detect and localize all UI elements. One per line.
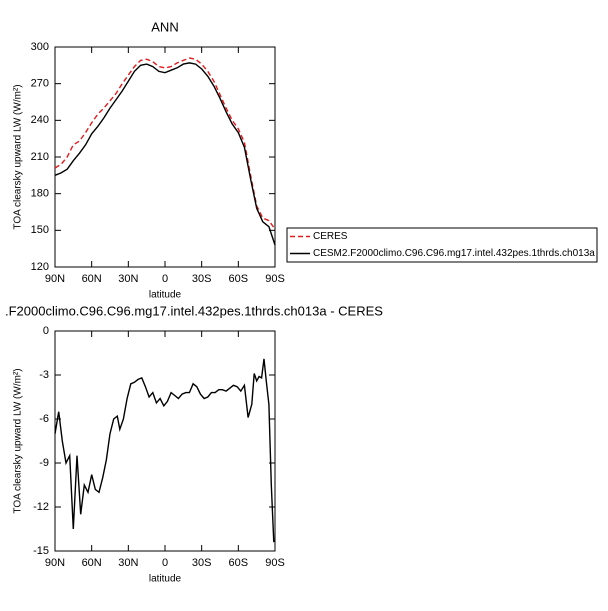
x-tick-label: 90S <box>265 273 285 285</box>
plot-frame <box>54 46 276 268</box>
x-axis-label: latitude <box>149 290 182 301</box>
y-tick-label: 0 <box>43 325 49 337</box>
data-line <box>54 358 275 543</box>
y-axis-label: TOA clearsky upward LW (W/m²) <box>13 84 24 229</box>
y-tick-label: 210 <box>31 151 49 163</box>
legend-label: CERES <box>313 231 348 242</box>
x-tick-label: 30N <box>118 273 138 285</box>
y-tick-label: 180 <box>31 188 49 200</box>
x-tick-label: 90N <box>45 557 65 569</box>
x-tick-label: 90N <box>45 273 65 285</box>
x-tick-label: 60S <box>229 557 249 569</box>
x-tick-label: 60S <box>229 273 249 285</box>
x-tick-label: 60N <box>82 557 102 569</box>
legend-box <box>286 227 598 263</box>
x-tick-label: 0 <box>162 273 168 285</box>
plot-frame <box>54 330 276 552</box>
chart-title: .F2000climo.C96.C96.mg17.intel.432pes.1t… <box>5 303 383 318</box>
y-tick-label: 240 <box>31 114 49 126</box>
y-tick-label: -9 <box>39 457 49 469</box>
y-tick-label: 120 <box>31 261 49 273</box>
x-tick-label: 30N <box>118 557 138 569</box>
x-tick-label: 0 <box>162 557 168 569</box>
y-tick-label: 150 <box>31 224 49 236</box>
y-tick-label: -12 <box>33 501 49 513</box>
y-tick-label: -3 <box>39 369 49 381</box>
data-line <box>54 62 276 246</box>
data-line <box>54 57 276 230</box>
chart-title: ANN <box>151 19 178 34</box>
x-tick-label: 30S <box>192 557 212 569</box>
y-tick-label: 270 <box>31 78 49 90</box>
y-axis-label: TOA clearsky upward LW (W/m²) <box>13 368 24 513</box>
y-tick-label: 300 <box>31 41 49 53</box>
legend-label: CESM2.F2000climo.C96.C96.mg17.intel.432p… <box>313 248 595 259</box>
x-tick-label: 90S <box>265 557 285 569</box>
x-tick-label: 30S <box>192 273 212 285</box>
x-tick-label: 60N <box>82 273 102 285</box>
y-tick-label: -15 <box>33 545 49 557</box>
x-axis-label: latitude <box>149 574 182 585</box>
y-tick-label: -6 <box>39 413 49 425</box>
